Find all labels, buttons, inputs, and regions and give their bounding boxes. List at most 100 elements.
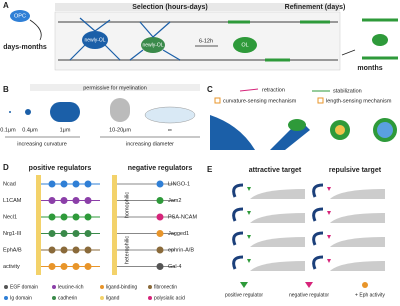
target: [250, 189, 305, 199]
legend: EGF domain leucine-rich ligand-binding fibr…: [4, 284, 185, 301]
dish: [144, 106, 196, 124]
surface: [210, 115, 255, 150]
panel-letter: A: [3, 1, 9, 10]
domain: [84, 230, 92, 237]
label: 6-12h: [199, 38, 213, 44]
target: [330, 261, 385, 271]
marker: [327, 211, 331, 215]
legend-label: fibronectin: [154, 284, 177, 290]
marker: [247, 259, 251, 263]
label: curvature-sensing mechanism: [223, 98, 297, 104]
marker: [214, 97, 221, 104]
target: [250, 213, 305, 223]
regulator-label: EphA/B: [3, 247, 22, 253]
target: [250, 261, 305, 271]
domain: [48, 246, 56, 254]
process: [288, 119, 306, 131]
heading: Selection (hours-days): [132, 4, 207, 11]
legend-label: positive regulator: [225, 292, 263, 298]
process: [232, 207, 244, 222]
domain: [48, 180, 56, 188]
panel-letter: C: [207, 85, 213, 94]
legend-swatch: [100, 285, 104, 289]
domain: [72, 263, 80, 270]
domain: [84, 180, 92, 188]
marker: [362, 282, 368, 288]
legend-label: cadherin: [58, 295, 77, 301]
panel-letter: B: [3, 85, 9, 94]
regulator-label: Gal-4: [168, 264, 181, 270]
regulator-rows: Ncad L1CAM Necl1 Nrg1-III EphA/B activity LING…: [3, 180, 197, 270]
heading: Refinement (days): [285, 4, 346, 11]
marker: [317, 97, 324, 104]
axon: [335, 125, 345, 135]
label: newly-OL: [142, 42, 163, 48]
marker: [247, 235, 251, 239]
regulator-label: activity: [3, 264, 20, 270]
size-label: 0.4μm: [22, 127, 38, 133]
legend-label: EGF domain: [10, 284, 38, 290]
label: months: [357, 65, 382, 72]
size-label: 0.1μm: [0, 127, 16, 133]
panel-c: C retraction stabilization curvature-sen…: [207, 85, 397, 150]
label: days-months: [3, 44, 47, 51]
cell: [372, 34, 388, 46]
sheaths: [228, 20, 330, 62]
label: increasing curvature: [17, 141, 67, 147]
target: [250, 237, 305, 247]
regulator-label: Nrg1-III: [3, 231, 22, 237]
domain: [48, 197, 56, 204]
marker: [327, 235, 331, 239]
legend-swatch: [4, 285, 8, 289]
process: [312, 207, 324, 222]
target-rows: [232, 183, 385, 271]
label: newly-OL: [84, 37, 105, 43]
domain: [72, 213, 80, 221]
domain: [84, 213, 92, 221]
arrow: [341, 49, 356, 56]
domain: [60, 180, 68, 188]
legend-swatch: [52, 285, 56, 289]
regulator-label: Jagged1: [168, 231, 189, 237]
marker: [240, 282, 248, 288]
domain: [60, 246, 68, 254]
legend-swatch: [148, 296, 152, 300]
heading: repulsive target: [329, 167, 382, 174]
process: [232, 255, 244, 270]
size-label: ∞: [168, 127, 172, 133]
heading: attractive target: [249, 167, 302, 174]
domain: [72, 246, 80, 254]
heading: negative regulators: [128, 165, 193, 172]
process: [312, 231, 324, 246]
domain: [156, 230, 164, 237]
domain: [60, 197, 68, 204]
legend-label: polysialic acid: [154, 295, 185, 301]
header-bar: [55, 3, 340, 11]
legend-label: leucine-rich: [58, 284, 84, 290]
process: [312, 183, 324, 198]
legend-swatch: [148, 285, 152, 289]
label: retraction: [262, 87, 285, 93]
panel-letter: D: [3, 163, 9, 172]
legend-label: + Eph activity: [355, 292, 385, 298]
domain: [156, 180, 164, 188]
domain: [84, 263, 92, 270]
label: increasing diameter: [126, 141, 174, 147]
cell: [233, 37, 257, 53]
panel-d: Ncad L1CAM Necl1 Nrg1-III EphA/B activity LING…: [3, 163, 197, 301]
label: OPC: [14, 13, 26, 19]
marker: [247, 187, 251, 191]
marker: [327, 187, 331, 191]
regulator-label: L1CAM: [3, 198, 22, 204]
panel-b: B permissive for myelination 0.1μm 0.4μm…: [0, 84, 200, 147]
legend-swatch: [100, 296, 104, 300]
regulator-label: ephrin-A/B: [168, 247, 194, 253]
label: homophilic: [124, 192, 130, 219]
legend-label: ligand: [106, 295, 120, 301]
sheaths: [362, 18, 398, 60]
regulator-label: Jam2: [168, 198, 181, 204]
domain: [60, 263, 68, 270]
arrow: [239, 88, 259, 92]
opc-cell: [10, 10, 30, 22]
axon: [377, 122, 393, 138]
